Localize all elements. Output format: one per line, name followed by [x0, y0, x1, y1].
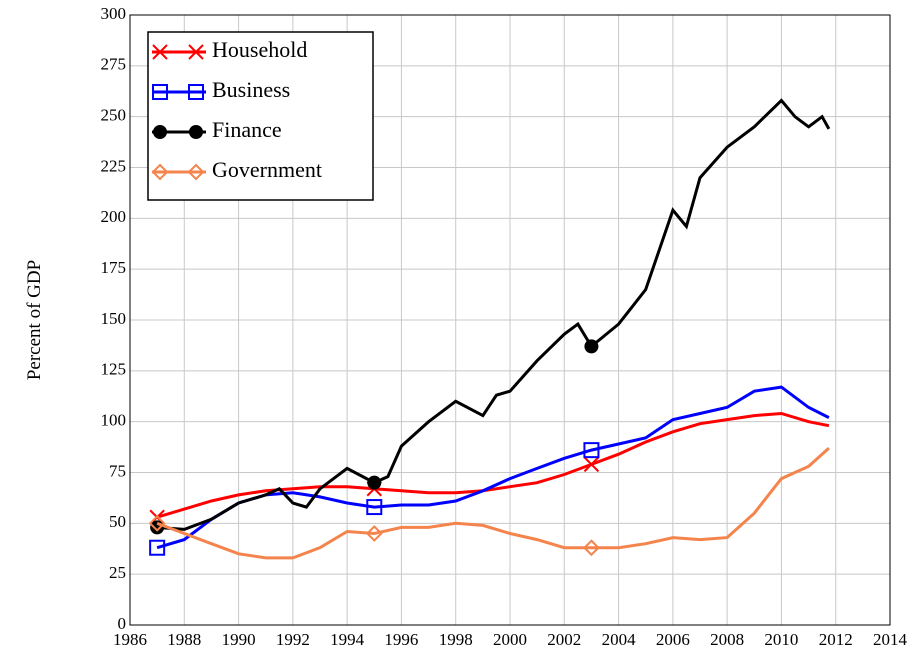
marker — [584, 339, 599, 354]
plot-frame — [129, 14, 891, 626]
y-tick-label: 200 — [101, 207, 127, 226]
x-tick-label: 1994 — [330, 630, 365, 649]
x-tick-label: 1992 — [276, 630, 310, 649]
y-tick-label: 0 — [118, 614, 127, 633]
y-axis-label: Percent of GDP — [24, 260, 45, 380]
y-tick-label: 300 — [101, 4, 127, 23]
marker — [583, 456, 600, 473]
x-tick-label: 1996 — [384, 630, 418, 649]
marker — [365, 525, 383, 542]
line-series — [156, 411, 830, 519]
line-series — [156, 98, 831, 531]
legend-label: Business — [212, 77, 290, 102]
legend-marker — [189, 125, 203, 139]
y-tick-label: 250 — [101, 106, 127, 125]
legend-label: Government — [212, 157, 322, 182]
y-tick-label: 50 — [109, 512, 126, 531]
legend-marker — [151, 163, 169, 181]
y-tick-label: 125 — [101, 360, 127, 379]
legend-marker — [152, 84, 168, 100]
marker — [367, 475, 382, 490]
marker — [366, 499, 383, 516]
y-tick-label: 175 — [101, 258, 127, 277]
legend-marker — [187, 163, 205, 181]
x-tick-label: 2014 — [873, 630, 908, 649]
x-tick-label: 2006 — [656, 630, 690, 649]
y-tick-label: 150 — [101, 309, 127, 328]
legend-marker — [153, 125, 167, 139]
x-tick-label: 1998 — [439, 630, 473, 649]
x-tick-label: 2010 — [764, 630, 798, 649]
legend-marker — [188, 84, 204, 100]
y-tick-label: 75 — [109, 461, 126, 480]
y-tick-label: 25 — [109, 563, 126, 582]
x-tick-label: 2004 — [602, 630, 637, 649]
legend-label: Finance — [212, 117, 282, 142]
x-tick-label: 2002 — [547, 630, 581, 649]
x-tick-label: 1986 — [113, 630, 147, 649]
legend-marker — [152, 44, 168, 60]
legend-marker — [188, 44, 204, 60]
y-tick-label: 100 — [101, 411, 127, 430]
y-tick-label: 225 — [101, 156, 127, 175]
marker — [149, 539, 166, 556]
line-series — [156, 446, 830, 560]
y-tick-label: 275 — [101, 55, 127, 74]
x-tick-label: 2012 — [819, 630, 853, 649]
marker — [583, 539, 600, 557]
legend-label: Household — [212, 37, 307, 62]
marker — [583, 442, 600, 459]
x-tick-label: 2008 — [710, 630, 744, 649]
x-tick-label: 1990 — [222, 630, 256, 649]
line-series — [156, 385, 830, 550]
x-tick-label: 2000 — [493, 630, 527, 649]
marker — [148, 514, 166, 532]
x-tick-label: 1988 — [167, 630, 201, 649]
